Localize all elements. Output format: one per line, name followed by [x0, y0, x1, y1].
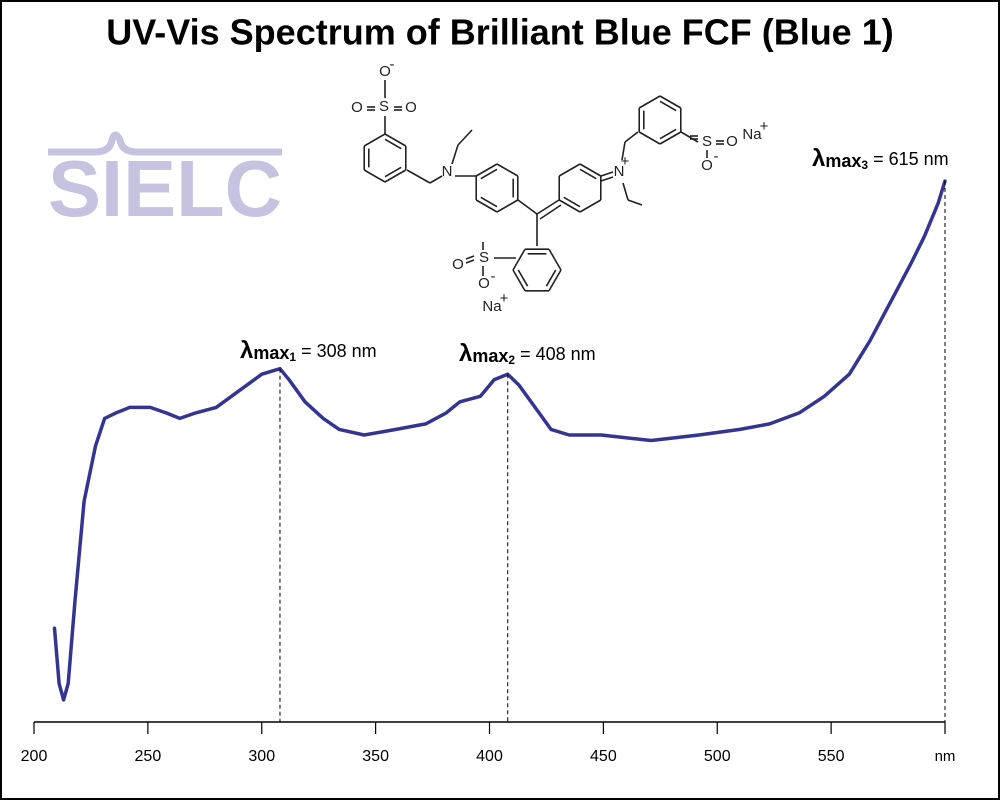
- atom-label: S: [702, 133, 712, 150]
- bond: [638, 131, 661, 145]
- bond: [363, 169, 386, 183]
- bond: [429, 175, 443, 184]
- peak-label-max: max: [825, 151, 861, 171]
- bond: [659, 128, 677, 140]
- bond: [384, 169, 407, 183]
- atom-label: O: [351, 99, 363, 116]
- atom-label: O: [405, 99, 417, 116]
- bond: [496, 163, 519, 177]
- peak-label: λmax3 = 615 nm: [812, 145, 949, 172]
- bond: [659, 131, 682, 145]
- x-tick-label: 350: [362, 748, 389, 765]
- atom-label: N: [442, 163, 453, 180]
- peak-subscript: 1: [289, 350, 296, 364]
- peak-label-max: max: [472, 346, 508, 366]
- bond: [451, 144, 459, 165]
- bond: [621, 141, 626, 161]
- bond: [480, 168, 498, 180]
- peak-symbol: λ: [459, 340, 472, 367]
- x-tick-label: 500: [704, 748, 731, 765]
- bond: [465, 255, 475, 260]
- atom-label: Na: [742, 126, 762, 143]
- spectrum-line: [52, 179, 947, 702]
- bond: [680, 131, 699, 143]
- bond: [480, 196, 498, 208]
- bond: [659, 95, 682, 109]
- x-tick-label: 200: [21, 748, 48, 765]
- atom-label: -: [714, 148, 719, 165]
- atom-label: +: [760, 118, 769, 135]
- bond: [558, 199, 581, 213]
- x-tick-label: 450: [590, 748, 617, 765]
- x-tick-label: 250: [135, 748, 162, 765]
- bond: [659, 100, 677, 112]
- bond: [496, 199, 519, 213]
- bond: [384, 138, 402, 150]
- bond: [465, 259, 475, 264]
- atom-label: +: [500, 290, 509, 307]
- bond: [536, 199, 560, 215]
- peak-symbol: λ: [812, 145, 825, 172]
- bond: [563, 196, 581, 208]
- atom-label: S: [379, 98, 389, 115]
- atom-label: -: [390, 56, 395, 73]
- atom-label: O: [452, 256, 464, 273]
- peak-text: = 308 nm: [296, 341, 377, 361]
- structure: O-SO ON N+S OO-Na+SOO -Na+: [351, 56, 768, 315]
- bond: [457, 129, 473, 146]
- bond: [558, 163, 581, 177]
- peak-subscript: 2: [508, 353, 515, 367]
- bond: [384, 166, 402, 178]
- x-tick-label: 550: [818, 748, 845, 765]
- bond: [406, 169, 431, 184]
- bond: [627, 199, 643, 206]
- peak-symbol: λ: [240, 337, 253, 364]
- peak-label-max: max: [253, 343, 289, 363]
- atom-label: O: [726, 133, 738, 150]
- bond: [517, 199, 538, 215]
- atom-label: S: [479, 249, 489, 266]
- bond: [579, 168, 597, 180]
- peak-text: = 615 nm: [868, 149, 949, 169]
- peak-label: λmax1 = 308 nm: [240, 337, 377, 364]
- bond: [384, 133, 407, 147]
- bond: [579, 163, 602, 177]
- bond: [548, 248, 562, 271]
- bond: [548, 269, 562, 292]
- atom-label: +: [621, 153, 630, 170]
- x-tick-label: nm: [935, 748, 956, 765]
- bond: [622, 182, 629, 201]
- bond: [545, 269, 557, 287]
- bond: [475, 199, 498, 213]
- atom-label: O: [701, 157, 713, 174]
- atom-label: Na: [482, 298, 502, 315]
- bond: [624, 131, 639, 143]
- bond: [512, 269, 526, 292]
- bond: [600, 171, 614, 177]
- logo-swoosh: [48, 131, 282, 156]
- atom-label: -: [491, 268, 496, 285]
- chart-title: UV-Vis Spectrum of Brilliant Blue FCF (B…: [106, 12, 893, 53]
- bond: [638, 95, 661, 109]
- atom-label: O: [478, 275, 490, 292]
- bond: [539, 204, 562, 220]
- bond: [363, 133, 386, 147]
- logo-text: SIELC: [48, 144, 282, 233]
- bond: [579, 199, 602, 213]
- x-tick-label: 300: [248, 748, 275, 765]
- x-tick-label: 400: [476, 748, 503, 765]
- bond: [517, 269, 529, 287]
- bond: [475, 163, 498, 177]
- peak-label: λmax2 = 408 nm: [459, 340, 596, 367]
- bond: [512, 248, 526, 271]
- peak-text: = 408 nm: [515, 344, 596, 364]
- logo: SIELC: [48, 131, 282, 233]
- atom-label: O: [379, 63, 391, 80]
- peak-subscript: 3: [861, 158, 868, 172]
- bond: [600, 176, 614, 182]
- atom-label: N: [614, 163, 625, 180]
